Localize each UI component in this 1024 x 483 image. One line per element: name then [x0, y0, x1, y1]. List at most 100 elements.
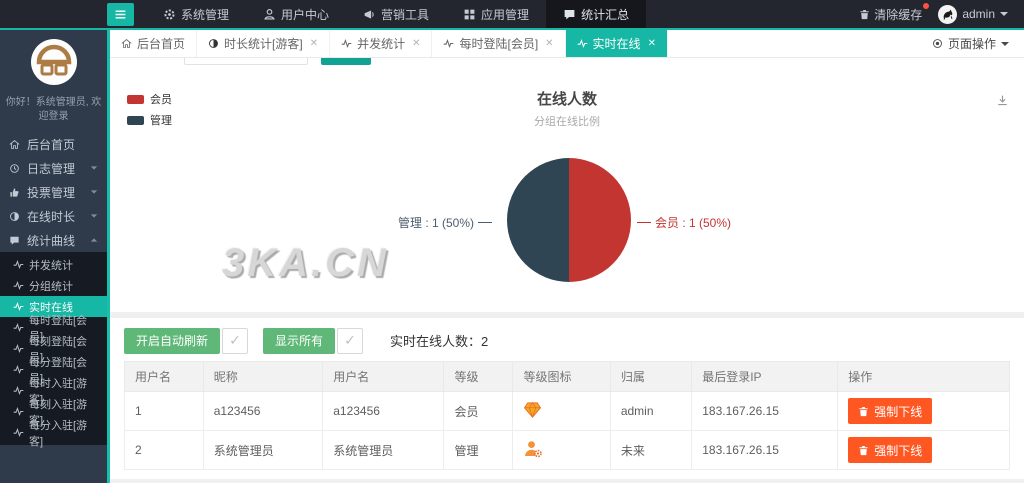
sidebar-item-votes[interactable]: 投票管理	[0, 180, 107, 204]
nav-item-user-center[interactable]: 用户中心	[246, 0, 346, 28]
pie-chart[interactable]	[507, 158, 631, 282]
sidebar-subitem-quarter-login[interactable]: 每刻登陆[会员]	[0, 336, 107, 364]
label-connector-line	[637, 222, 651, 223]
tab-bar: 后台首页 时长统计[游客] ✕ 并发统计 ✕ 每时登陆[会员] ✕ 实时在线 ✕…	[110, 30, 1024, 58]
pulse-icon	[13, 343, 24, 354]
sidebar-subitem-hourly-guest[interactable]: 每时入驻[游客]	[0, 378, 107, 406]
col-nickname: 昵称	[202, 361, 324, 392]
tab-duration-stats[interactable]: 时长统计[游客] ✕	[197, 30, 331, 57]
force-offline-button[interactable]: 强制下线	[848, 398, 933, 424]
main-area: 后台首页 时长统计[游客] ✕ 并发统计 ✕ 每时登陆[会员] ✕ 实时在线 ✕…	[107, 30, 1024, 483]
cell-actions: 强制下线	[837, 430, 1010, 470]
sidebar-item-logs[interactable]: 日志管理	[0, 156, 107, 180]
sidebar-subitem-groups[interactable]: 分组统计	[0, 275, 107, 296]
navbar-right: 清除缓存 admin	[859, 2, 1024, 24]
cell-level-icon	[512, 430, 611, 470]
tab-label: 时长统计[游客]	[224, 37, 303, 51]
close-icon[interactable]: ✕	[412, 38, 421, 49]
sidebar-item-online-time[interactable]: 在线时长	[0, 204, 107, 228]
page-operations-dropdown[interactable]: 页面操作	[917, 30, 1024, 57]
search-button[interactable]: 查询	[321, 58, 371, 65]
nav-item-label: 用户中心	[281, 7, 330, 22]
menu-toggle-button[interactable]	[107, 2, 134, 26]
pie-label-admin: 管理 : 1 (50%)	[398, 214, 493, 231]
filter-row: 房间号 查询	[110, 58, 1024, 70]
sidebar-subitem-minute-guest[interactable]: 每分入驻[游客]	[0, 420, 107, 448]
col-owner: 归属	[609, 361, 693, 392]
user-icon	[263, 8, 276, 21]
megaphone-icon	[363, 8, 376, 21]
nav-item-marketing[interactable]: 营销工具	[346, 0, 446, 28]
table-header-row: 用户名 昵称 用户名 等级 等级图标 归属 最后登录IP 操作	[124, 361, 1010, 392]
nav-item-system[interactable]: 系统管理	[146, 0, 246, 28]
sidebar-item-stat-curves[interactable]: 统计曲线	[0, 228, 107, 252]
horse-icon	[940, 6, 956, 22]
cell-nickname: a123456	[202, 391, 324, 431]
tab-hourly-login[interactable]: 每时登陆[会员] ✕	[432, 30, 566, 57]
target-icon	[932, 38, 943, 49]
cell-level-icon	[512, 391, 611, 431]
col-username2: 用户名	[322, 361, 445, 392]
watermark: 3KA.CN	[222, 241, 389, 285]
sidebar-subitem-quarter-guest[interactable]: 每刻入驻[游客]	[0, 399, 107, 427]
close-icon[interactable]: ✕	[647, 38, 656, 49]
close-icon[interactable]: ✕	[545, 38, 554, 49]
subitem-label: 每时登陆[会员]	[29, 314, 88, 343]
greeting-text: 你好！系统管理员, 欢迎登录	[5, 97, 102, 122]
nav-item-apps[interactable]: 应用管理	[446, 0, 546, 28]
chart-title-block: 在线人数 分组在线比例	[110, 88, 1024, 129]
auto-refresh-button[interactable]: 开启自动刷新	[124, 327, 221, 354]
sidebar-subitem-hourly-login[interactable]: 每时登陆[会员]	[0, 315, 107, 343]
filter-label: 房间号	[127, 58, 171, 60]
close-icon[interactable]: ✕	[309, 38, 319, 49]
nav-item-statistics[interactable]: 统计汇总	[546, 0, 647, 28]
pulse-icon	[13, 364, 24, 375]
notification-dot	[923, 2, 930, 9]
trash-icon	[858, 445, 869, 456]
sidebar-item-label: 投票管理	[27, 185, 76, 200]
room-number-input[interactable]	[184, 58, 308, 65]
tab-home[interactable]: 后台首页	[110, 30, 198, 57]
comment-icon	[9, 235, 20, 246]
clear-cache-button[interactable]: 清除缓存	[859, 2, 930, 23]
clear-cache-label: 清除缓存	[874, 7, 923, 22]
col-username: 用户名	[124, 361, 204, 392]
tab-concurrency-stats[interactable]: 并发统计 ✕	[330, 30, 433, 57]
legend-swatch-admin	[127, 115, 144, 125]
pulse-icon	[13, 280, 24, 291]
top-navbar: 系统管理 用户中心 营销工具 应用管理 统计汇总 清除缓存 admin	[0, 0, 1024, 30]
cell-username: 1	[124, 391, 204, 431]
legend-item-admin[interactable]: 管理	[127, 112, 172, 128]
half-pie-icon	[208, 38, 219, 49]
chart-subtitle: 分组在线比例	[534, 116, 600, 128]
subitem-label: 分组统计	[29, 280, 73, 293]
pie-label-member: 会员 : 1 (50%)	[637, 214, 731, 231]
show-all-button[interactable]: 显示所有	[263, 327, 336, 354]
force-offline-button[interactable]: 强制下线	[848, 437, 933, 463]
show-all-checkbox[interactable]	[337, 327, 364, 354]
subitem-label: 每分登陆[会员]	[29, 356, 88, 385]
trash-icon	[859, 9, 870, 20]
download-icon[interactable]	[996, 94, 1009, 107]
sidebar-subitem-realtime-online[interactable]: 实时在线	[0, 296, 107, 317]
pulse-icon	[13, 259, 24, 270]
tab-label: 实时在线	[592, 37, 641, 51]
legend-item-member[interactable]: 会员	[127, 91, 172, 107]
sidebar-subitem-concurrency[interactable]: 并发统计	[0, 254, 107, 275]
gem-icon	[523, 400, 542, 419]
trash-icon	[858, 406, 869, 417]
sidebar-item-label: 在线时长	[27, 209, 76, 224]
half-pie-icon	[9, 211, 20, 222]
sidebar-subitem-minute-login[interactable]: 每分登陆[会员]	[0, 357, 107, 385]
cell-ip: 183.167.26.15	[691, 391, 839, 431]
auto-refresh-checkbox[interactable]	[222, 327, 249, 354]
cell-level: 会员	[443, 391, 514, 431]
pie-label-text: 会员 : 1 (50%)	[655, 216, 732, 230]
cell-ip: 183.167.26.15	[691, 430, 839, 470]
col-actions: 操作	[837, 361, 1010, 392]
table-row: 1 a123456 a123456 会员 admin 183.167.26.15…	[124, 391, 1010, 431]
tab-realtime-online[interactable]: 实时在线 ✕	[565, 30, 668, 57]
cell-level: 管理	[443, 430, 514, 470]
user-dropdown[interactable]: admin	[938, 4, 1008, 24]
sidebar-item-home[interactable]: 后台首页	[0, 132, 107, 156]
